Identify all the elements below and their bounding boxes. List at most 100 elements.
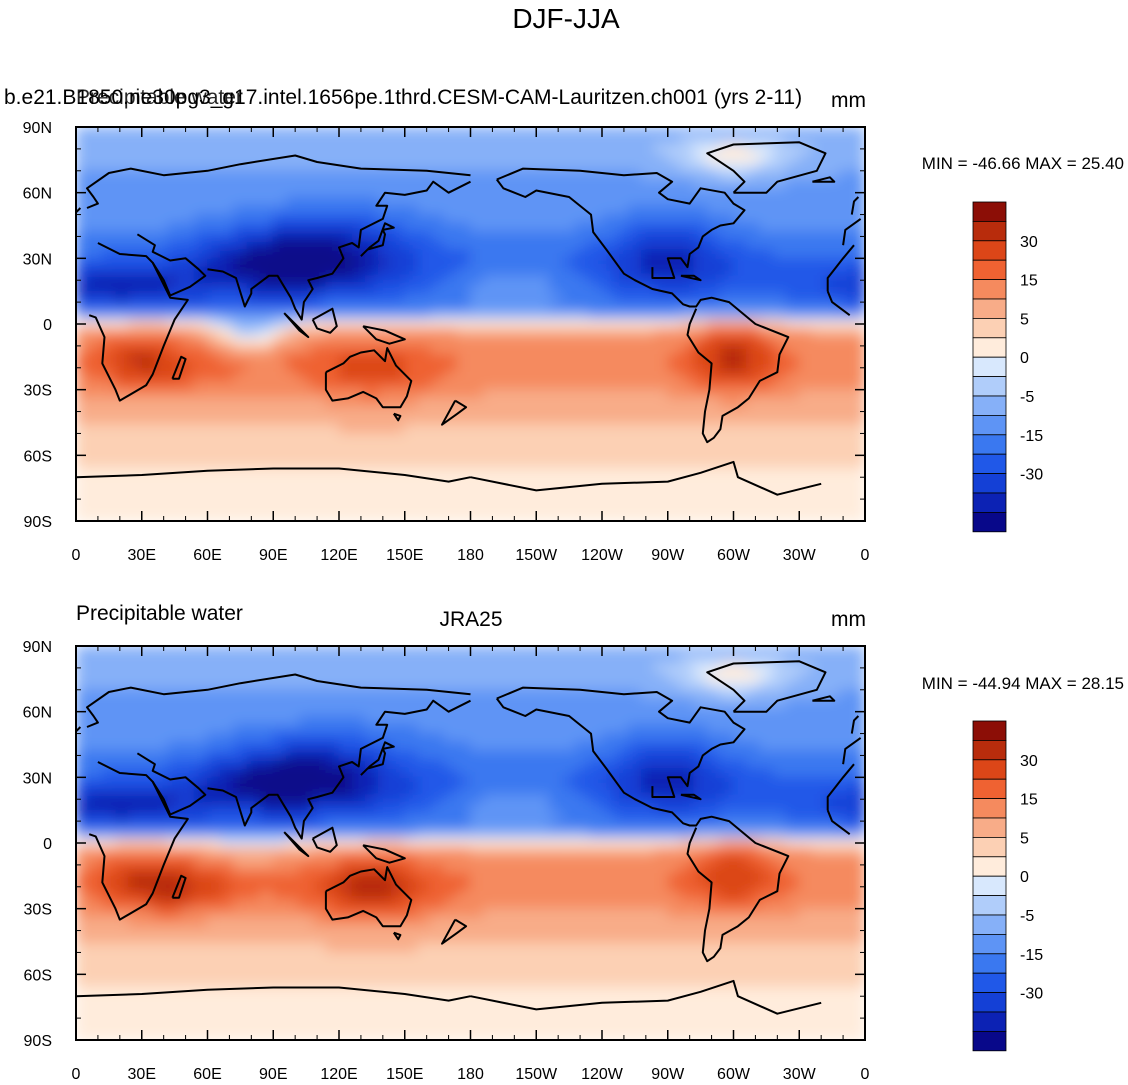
coastline-segment [171, 874, 187, 899]
colorbar-label: -5 [1020, 908, 1034, 925]
coastline-segment [360, 741, 395, 776]
colorbar-box [972, 473, 1007, 494]
x-tick-label-90w: 90W [651, 547, 685, 564]
colorbar-label: 0 [1020, 869, 1029, 886]
colorbar-box [972, 914, 1007, 935]
colorbar-label: 30 [1020, 234, 1038, 251]
units-label-obs: mm [831, 608, 866, 631]
x-tick-label-30e: 30E [128, 547, 156, 564]
coastline-segment [441, 918, 468, 945]
colorbar-box [972, 837, 1007, 858]
x-tick-label-60w: 60W [717, 1066, 751, 1083]
colorbar-label: -5 [1020, 389, 1034, 406]
coastline-segment [207, 180, 471, 321]
colorbar-box [972, 759, 1007, 780]
colorbar-label: 5 [1020, 830, 1029, 847]
coastline-segment [86, 154, 862, 246]
colorbar-box [972, 395, 1007, 416]
coastline-segment [136, 752, 207, 816]
colorbar-label: 5 [1020, 311, 1029, 328]
x-tick-label-180: 180 [457, 547, 484, 564]
coastline-segment [324, 866, 413, 928]
x-tick-label-60e: 60E [193, 1066, 221, 1083]
plot-title-model: Precipitable water [76, 86, 243, 109]
colorbar-box [972, 817, 1007, 838]
coastline-segment [171, 355, 187, 380]
colorbar-box [972, 414, 1007, 436]
x-tick-label-120w: 120W [581, 1066, 624, 1083]
y-tick-label-60n: 60N [23, 705, 52, 722]
contour-field-model [76, 127, 865, 521]
colorbar-box [972, 220, 1007, 242]
x-tick-label-180: 180 [457, 1066, 484, 1083]
colorbar-box [972, 337, 1007, 358]
coastline-segment [88, 242, 855, 402]
coastline-segment [311, 826, 338, 853]
coastline-segment [311, 307, 338, 334]
x-tick-label-90w: 90W [651, 1066, 685, 1083]
colorbar-box [972, 875, 1007, 897]
colorbar-box [972, 376, 1007, 397]
panel-obs: 0 30E 60E 90E 120E 150E 180 150W 120W 90W 60W 30W 0 9… [23, 602, 1124, 1083]
y-tick-label-60s: 60S [24, 448, 52, 465]
axes-obs: 0 30E 60E 90E 120E 150E 180 150W 120W 90W 60W 30W 0 9… [23, 639, 870, 1083]
x-tick-label-0: 0 [72, 1066, 81, 1083]
y-tick-label-30s: 30S [24, 902, 52, 919]
x-tick-label-60w: 60W [717, 547, 751, 564]
coastline-segment [283, 312, 310, 339]
x-tick-label-150w: 150W [515, 547, 558, 564]
colorbar-box [972, 992, 1007, 1013]
coastline-segment [76, 460, 822, 496]
colorbar-label: 15 [1020, 792, 1038, 809]
coastline-segment [706, 660, 827, 713]
x-tick-label-120w: 120W [581, 547, 624, 564]
colorbar-box [972, 953, 1007, 974]
colorbar-label: -30 [1020, 467, 1043, 484]
colorbar-label: 0 [1020, 350, 1029, 367]
coastline-segment [207, 699, 471, 840]
y-tick-label-90s: 90S [24, 514, 52, 531]
colorbar-box [972, 512, 1007, 533]
panel-model: 0 30E 60E 90E 120E 150E 180 150W 120W 90W 60W 30W 0 9… [4, 86, 1124, 564]
colorbar-box [972, 434, 1007, 455]
x-tick-label-60e: 60E [193, 547, 221, 564]
x-tick-label-150e: 150E [386, 547, 423, 564]
units-label-model: mm [831, 89, 866, 112]
colorbar-label: -30 [1020, 986, 1043, 1003]
colorbar-box [972, 720, 1007, 741]
coastlines-model [76, 141, 862, 496]
y-tick-label-0: 0 [43, 317, 52, 334]
y-tick-label-60n: 60N [23, 186, 52, 203]
colorbar-box [972, 856, 1007, 877]
x-tick-label-90e: 90E [259, 547, 287, 564]
coastline-segment [76, 979, 822, 1015]
case-name-model: b.e21.B1850.ne30pg3_g17.intel.1656pe.1th… [4, 86, 802, 109]
colorbar-box [972, 934, 1007, 955]
coastline-segment [496, 178, 790, 444]
x-tick-label-0-end: 0 [861, 547, 870, 564]
y-tick-label-0: 0 [43, 836, 52, 853]
y-tick-label-30n: 30N [23, 770, 52, 787]
colorbar-box [972, 1031, 1007, 1052]
coastline-segment [496, 697, 790, 963]
x-tick-label-0-end: 0 [861, 1066, 870, 1083]
coastline-segment [88, 761, 855, 921]
colorbar-label: 30 [1020, 753, 1038, 770]
plot-title-obs: Precipitable water [76, 602, 243, 625]
colorbar-label: 15 [1020, 273, 1038, 290]
colorbar-box [972, 1011, 1007, 1032]
coastline-segment [496, 167, 746, 279]
colorbar-model: 30 15 5 0 -5 -15 -30 [972, 201, 1043, 533]
coastline-segment [680, 274, 702, 282]
colorbar-box [972, 240, 1007, 261]
colorbar-box [972, 356, 1007, 378]
x-tick-label-150w: 150W [515, 1066, 558, 1083]
colorbar-box [972, 895, 1007, 916]
x-tick-label-30w: 30W [783, 547, 817, 564]
min-max-stats-obs: MIN = -44.94 MAX = 28.15 [922, 674, 1124, 693]
coastline-segment [441, 399, 468, 426]
x-tick-label-30w: 30W [783, 1066, 817, 1083]
colorbar-box [972, 279, 1007, 300]
x-tick-label-120e: 120E [320, 1066, 357, 1083]
